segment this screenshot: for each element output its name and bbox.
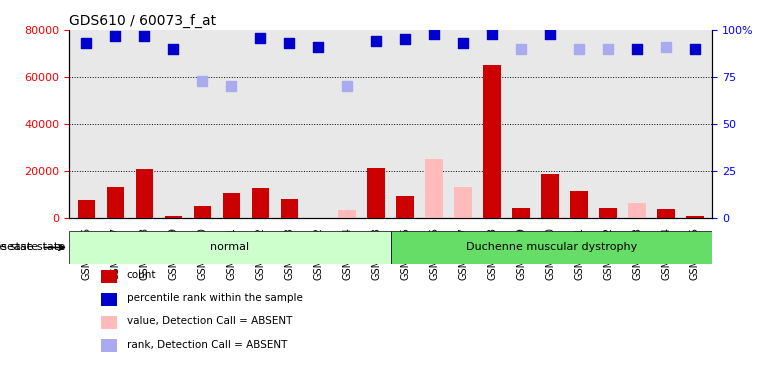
Point [602,46,614,52]
Point [312,44,324,50]
Point [80,40,93,46]
Point [138,33,150,39]
Point [573,46,585,52]
Bar [339,210,356,218]
Bar [454,187,472,218]
Bar [101,316,117,329]
Point [515,46,527,52]
Text: percentile rank within the sample: percentile rank within the sample [127,293,303,303]
Bar [571,190,588,217]
FancyBboxPatch shape [391,231,712,264]
Point [167,46,179,52]
Text: count: count [127,270,156,280]
Point [689,46,701,52]
Point [457,40,470,46]
Bar [425,159,443,218]
Bar [657,209,675,218]
Point [486,31,498,37]
Point [631,46,643,52]
Bar [165,216,182,217]
Bar [542,174,558,217]
Bar [101,339,117,352]
Bar [106,187,124,218]
Point [196,78,208,84]
Bar [397,196,414,217]
Bar [101,293,117,306]
Bar [101,270,117,283]
Point [283,40,296,46]
Text: value, Detection Call = ABSENT: value, Detection Call = ABSENT [127,316,292,327]
Bar [599,208,617,218]
Point [225,83,237,89]
Bar [251,188,269,218]
Bar [628,203,646,217]
Text: GDS610 / 60073_f_at: GDS610 / 60073_f_at [69,13,216,28]
Point [254,34,267,40]
Bar [512,208,530,218]
Text: rank, Detection Call = ABSENT: rank, Detection Call = ABSENT [127,339,287,350]
Point [660,44,672,50]
Point [428,31,440,37]
Bar [136,170,153,217]
Bar [483,65,501,218]
Text: disease state: disease state [0,243,65,252]
Bar [194,206,211,218]
Bar [280,199,298,217]
Point [370,38,382,44]
Text: disease state: disease state [0,243,38,252]
FancyBboxPatch shape [69,231,391,264]
Bar [368,168,385,217]
Text: Duchenne muscular dystrophy: Duchenne muscular dystrophy [466,243,637,252]
Bar [77,200,95,217]
Text: normal: normal [210,243,250,252]
Point [399,36,411,42]
Point [341,83,353,89]
Point [544,31,556,37]
Point [110,33,122,39]
Bar [223,193,240,217]
Bar [686,216,704,217]
